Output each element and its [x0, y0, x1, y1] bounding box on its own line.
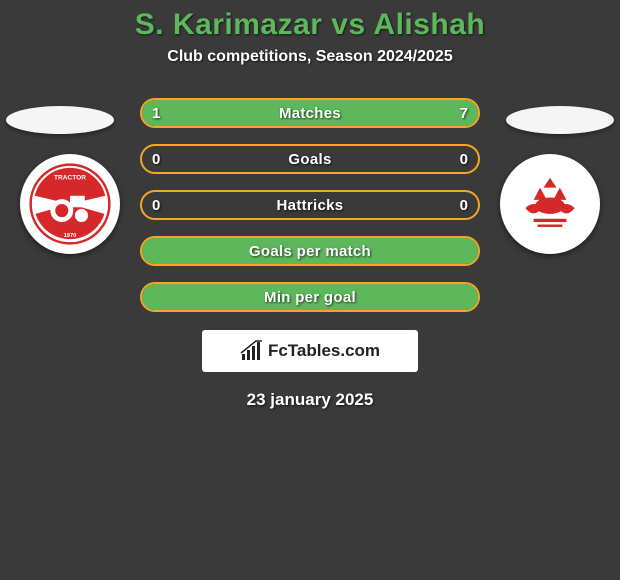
- subtitle: Club competitions, Season 2024/2025: [0, 48, 620, 66]
- header: S. Karimazar vs Alishah Club competition…: [0, 0, 620, 70]
- stat-value-right: 7: [460, 105, 468, 122]
- comparison-content: TRACTOR 1970 1 Matches 7 0: [0, 98, 620, 410]
- page-title: S. Karimazar vs Alishah: [0, 8, 620, 42]
- chart-icon: [240, 340, 264, 362]
- stat-row-goals-per-match: Goals per match: [140, 236, 480, 266]
- svg-text:1970: 1970: [64, 233, 77, 239]
- brand-badge: FcTables.com: [202, 330, 418, 372]
- persepolis-logo-icon: [509, 163, 591, 245]
- tractor-logo-icon: TRACTOR 1970: [29, 163, 111, 245]
- brand-text: FcTables.com: [268, 341, 380, 361]
- player-photo-right: [506, 106, 614, 134]
- club-logo-right: [500, 154, 600, 254]
- stat-row-min-per-goal: Min per goal: [140, 282, 480, 312]
- svg-text:TRACTOR: TRACTOR: [54, 174, 86, 181]
- stat-label: Matches: [142, 105, 478, 122]
- stat-row-goals: 0 Goals 0: [140, 144, 480, 174]
- stat-label: Goals per match: [142, 243, 478, 260]
- club-logo-left: TRACTOR 1970: [20, 154, 120, 254]
- player-photo-left: [6, 106, 114, 134]
- stat-value-right: 0: [460, 151, 468, 168]
- stat-row-matches: 1 Matches 7: [140, 98, 480, 128]
- stat-bars: 1 Matches 7 0 Goals 0 0 Hattricks 0 Goal…: [140, 98, 480, 312]
- stat-label: Min per goal: [142, 289, 478, 306]
- stat-row-hattricks: 0 Hattricks 0: [140, 190, 480, 220]
- stat-value-right: 0: [460, 197, 468, 214]
- stat-label: Goals: [142, 151, 478, 168]
- date-label: 23 january 2025: [0, 390, 620, 410]
- stat-label: Hattricks: [142, 197, 478, 214]
